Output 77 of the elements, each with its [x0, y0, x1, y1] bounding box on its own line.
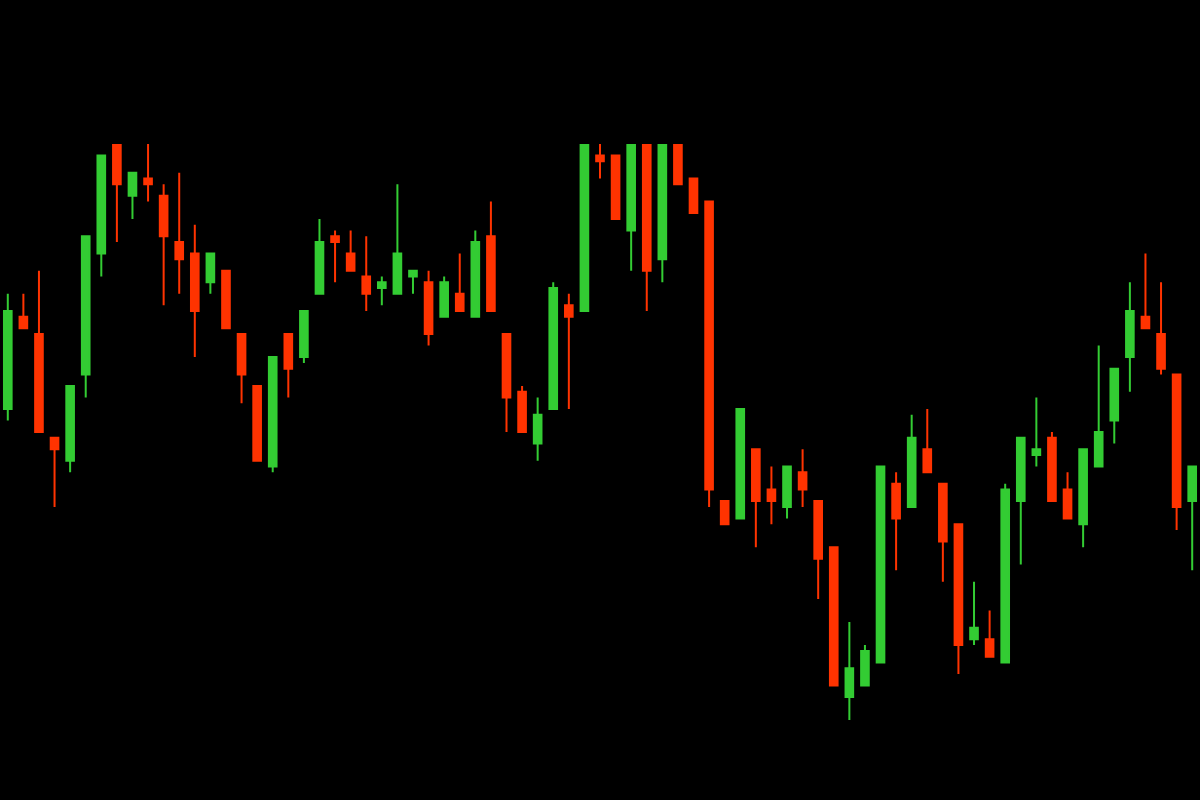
candlestick	[18, 292, 29, 330]
candlestick	[719, 500, 730, 526]
candlestick	[470, 229, 481, 318]
candlestick	[751, 448, 761, 549]
candlestick	[657, 144, 668, 284]
candlestick	[80, 235, 91, 399]
candlestick	[314, 217, 325, 295]
candlestick	[984, 609, 995, 658]
candlestick	[158, 183, 169, 307]
candlestick	[813, 500, 823, 601]
candlestick	[377, 275, 387, 307]
candlestick	[330, 229, 340, 284]
candlestick	[1140, 252, 1151, 330]
candlestick	[532, 396, 543, 462]
candlestick	[828, 546, 839, 687]
candlestick	[1000, 482, 1011, 664]
candlestick	[953, 523, 964, 675]
candlestick	[610, 154, 621, 220]
candlestick	[704, 200, 714, 508]
candlestick	[1156, 281, 1166, 376]
candlestick	[1109, 367, 1120, 445]
candlestick	[875, 465, 886, 664]
candlestick	[1078, 448, 1088, 549]
candlestick	[112, 144, 122, 243]
candlestick	[174, 171, 185, 295]
candlestick	[454, 252, 465, 313]
candlestick	[938, 482, 948, 583]
candlestick	[735, 407, 746, 520]
candlestick	[1171, 373, 1182, 531]
candlestick	[1125, 281, 1135, 393]
candlestick	[782, 465, 792, 520]
candlestick	[1015, 436, 1026, 566]
candlestick	[283, 333, 294, 399]
candlestick	[345, 229, 356, 272]
candlestick	[766, 465, 777, 526]
candlestick	[439, 275, 449, 318]
candlestick	[236, 333, 247, 405]
candlestick	[189, 223, 200, 359]
candlestick	[205, 252, 216, 295]
candlestick	[486, 200, 496, 313]
candlestick	[797, 448, 808, 508]
candlestick	[688, 177, 699, 215]
candlestick	[579, 144, 590, 313]
candlestick	[408, 269, 418, 295]
candlestick	[906, 413, 917, 508]
candlestick	[143, 144, 153, 203]
candlestick	[267, 356, 278, 474]
candlestick	[34, 269, 44, 433]
candlestick	[548, 281, 559, 410]
candlestick	[65, 384, 75, 474]
candlestick	[626, 144, 636, 272]
candlestick	[922, 407, 933, 474]
candlestick	[844, 621, 855, 720]
candlestick	[96, 154, 107, 278]
candlestick	[1062, 471, 1073, 520]
candlestick	[673, 144, 683, 186]
candlestick	[127, 171, 138, 220]
candlestick	[299, 310, 309, 364]
candlestick	[564, 292, 574, 410]
candlestick	[221, 269, 231, 330]
candlestick	[392, 183, 403, 295]
candlestick	[595, 144, 605, 180]
candlestick	[501, 333, 512, 433]
candlestick	[49, 436, 60, 508]
candlestick	[641, 144, 652, 313]
candlestick	[1031, 396, 1042, 468]
candlestick	[2, 292, 13, 422]
candlestick	[860, 644, 870, 687]
candlestick	[361, 235, 372, 313]
candlestick	[891, 471, 901, 572]
candlestick	[517, 384, 527, 433]
candlestick	[1047, 431, 1057, 503]
candlestick	[1187, 465, 1198, 572]
candlestick	[969, 580, 979, 647]
candlestick	[1093, 344, 1104, 468]
candlestick	[252, 384, 262, 462]
candlestick	[423, 269, 434, 347]
